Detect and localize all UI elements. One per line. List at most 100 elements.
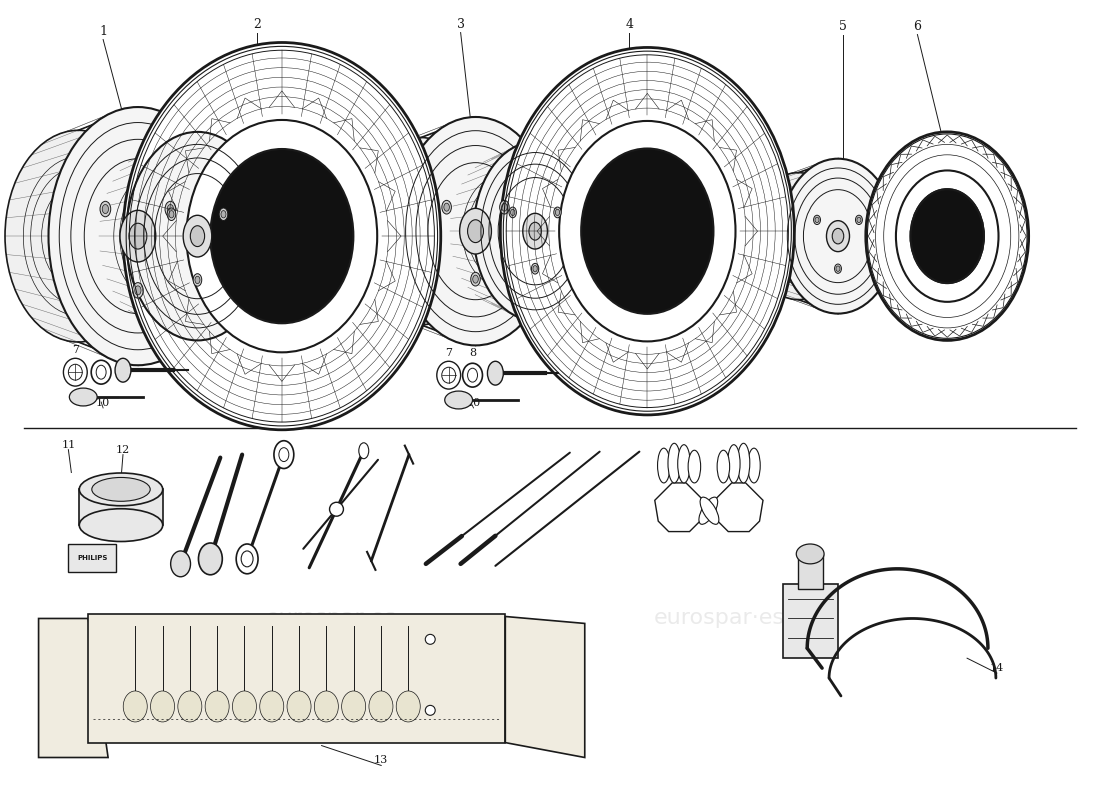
Ellipse shape xyxy=(123,42,441,430)
Ellipse shape xyxy=(426,634,436,644)
Ellipse shape xyxy=(509,207,516,218)
Ellipse shape xyxy=(68,364,82,380)
Ellipse shape xyxy=(737,443,750,483)
Ellipse shape xyxy=(241,551,253,567)
Text: 10: 10 xyxy=(96,398,110,408)
Ellipse shape xyxy=(911,190,983,283)
Ellipse shape xyxy=(165,202,176,217)
Ellipse shape xyxy=(468,368,477,382)
Ellipse shape xyxy=(260,691,284,722)
Ellipse shape xyxy=(529,222,541,240)
Ellipse shape xyxy=(698,497,717,524)
Ellipse shape xyxy=(396,691,420,722)
Ellipse shape xyxy=(751,173,846,300)
Ellipse shape xyxy=(556,210,560,215)
Ellipse shape xyxy=(184,215,212,257)
Text: 10: 10 xyxy=(466,398,481,408)
Ellipse shape xyxy=(471,272,481,286)
Ellipse shape xyxy=(450,158,551,305)
Ellipse shape xyxy=(287,691,311,722)
Ellipse shape xyxy=(178,691,202,722)
Ellipse shape xyxy=(426,706,436,715)
Ellipse shape xyxy=(91,360,111,384)
Ellipse shape xyxy=(355,138,486,325)
Ellipse shape xyxy=(553,207,561,218)
Ellipse shape xyxy=(678,445,690,483)
Ellipse shape xyxy=(473,275,478,283)
Ellipse shape xyxy=(857,217,861,222)
Ellipse shape xyxy=(79,473,163,506)
Ellipse shape xyxy=(205,691,229,722)
Ellipse shape xyxy=(780,158,895,314)
Ellipse shape xyxy=(473,142,596,321)
Text: eurospar·es: eurospar·es xyxy=(266,609,397,629)
Text: ─9: ─9 xyxy=(196,366,208,375)
Ellipse shape xyxy=(116,358,131,382)
Ellipse shape xyxy=(899,174,997,298)
Ellipse shape xyxy=(911,190,983,283)
Ellipse shape xyxy=(442,200,451,214)
Ellipse shape xyxy=(210,149,353,323)
Text: 1: 1 xyxy=(99,25,107,38)
Text: eurospar·es: eurospar·es xyxy=(653,261,784,281)
Bar xyxy=(79,490,163,525)
Ellipse shape xyxy=(522,214,548,249)
Ellipse shape xyxy=(531,263,539,274)
Ellipse shape xyxy=(502,203,507,211)
Ellipse shape xyxy=(99,150,217,322)
Ellipse shape xyxy=(129,223,146,249)
Ellipse shape xyxy=(500,47,794,415)
Ellipse shape xyxy=(835,264,842,274)
Ellipse shape xyxy=(221,210,226,218)
Ellipse shape xyxy=(120,210,156,262)
Ellipse shape xyxy=(279,448,289,462)
Ellipse shape xyxy=(460,208,492,254)
Ellipse shape xyxy=(468,220,484,242)
Ellipse shape xyxy=(826,221,849,252)
Ellipse shape xyxy=(64,358,87,386)
Ellipse shape xyxy=(330,502,343,516)
Ellipse shape xyxy=(194,274,201,286)
Ellipse shape xyxy=(443,203,450,211)
Text: 8: 8 xyxy=(98,346,104,355)
Ellipse shape xyxy=(815,217,820,222)
Ellipse shape xyxy=(6,130,152,342)
Text: 5: 5 xyxy=(839,19,847,33)
Ellipse shape xyxy=(581,149,714,314)
Text: 7: 7 xyxy=(72,346,79,355)
Ellipse shape xyxy=(532,266,537,272)
Text: 8: 8 xyxy=(469,348,476,358)
Bar xyxy=(88,614,505,742)
Ellipse shape xyxy=(195,276,200,283)
Text: eurospar·es: eurospar·es xyxy=(653,609,784,629)
Ellipse shape xyxy=(359,442,369,458)
Ellipse shape xyxy=(169,210,174,218)
Ellipse shape xyxy=(69,388,97,406)
Bar xyxy=(783,584,838,658)
Ellipse shape xyxy=(236,544,258,574)
Ellipse shape xyxy=(836,266,840,271)
Ellipse shape xyxy=(658,448,670,483)
Text: ─9: ─9 xyxy=(565,368,576,378)
Ellipse shape xyxy=(668,443,681,483)
Ellipse shape xyxy=(100,202,111,217)
Text: eurospar·es: eurospar·es xyxy=(266,261,397,281)
Ellipse shape xyxy=(198,543,222,574)
Ellipse shape xyxy=(510,210,515,215)
Ellipse shape xyxy=(96,366,106,379)
Ellipse shape xyxy=(866,132,1028,341)
Polygon shape xyxy=(714,483,763,531)
Ellipse shape xyxy=(126,132,270,341)
Ellipse shape xyxy=(232,691,256,722)
Ellipse shape xyxy=(342,691,365,722)
Text: PHILIPS: PHILIPS xyxy=(77,555,108,561)
Text: 12: 12 xyxy=(116,445,130,454)
Ellipse shape xyxy=(463,363,483,387)
Ellipse shape xyxy=(102,205,109,214)
Bar xyxy=(799,554,823,589)
Ellipse shape xyxy=(151,691,175,722)
Ellipse shape xyxy=(559,121,736,342)
Ellipse shape xyxy=(187,120,377,352)
Text: 13: 13 xyxy=(374,755,388,766)
Ellipse shape xyxy=(856,215,862,225)
